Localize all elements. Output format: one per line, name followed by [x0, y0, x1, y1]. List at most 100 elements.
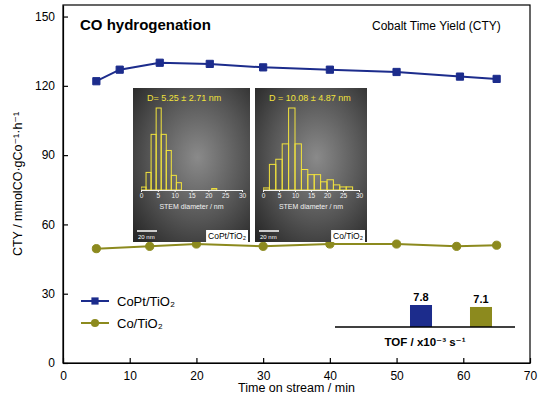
histogram-tick: 5: [278, 190, 282, 199]
histogram-tick: 15: [188, 190, 196, 199]
histogram-bar: [141, 187, 146, 190]
legend-marker: [91, 319, 99, 327]
histogram-tick-label: 15: [188, 192, 196, 199]
histogram-tick-label: 10: [292, 192, 300, 199]
histogram-tick: 10: [172, 190, 180, 199]
x-tick-mark: [196, 358, 197, 363]
series-marker: [206, 60, 213, 67]
scale-bar: [137, 230, 157, 232]
histogram-title: D= 5.25 ± 2.71 nm: [147, 93, 221, 103]
y-tick: 30: [42, 287, 68, 301]
y-tick-mark: [63, 16, 68, 17]
legend-entry: CoPt/TiO₂: [81, 294, 175, 309]
stem-inset: 051015202530STEM diameter / nmD= 5.25 ± …: [133, 88, 250, 242]
series-marker: [453, 242, 461, 250]
y-tick-mark: [63, 155, 68, 156]
chart-title: CO hydrogenation: [80, 16, 211, 33]
y-tick: 150: [35, 10, 68, 24]
histogram-tick-label: 30: [239, 192, 247, 199]
histogram-bar: [181, 190, 186, 191]
chart-svg: 0102030405060700306090120150Time on stre…: [0, 0, 550, 398]
histogram-bar: [269, 164, 275, 190]
histogram-tick: 5: [157, 190, 161, 199]
stem-inset: 051015202530STEM diameter / nmD = 10.08 …: [255, 88, 367, 242]
x-tick: 30: [257, 358, 271, 383]
histogram-tick: 25: [340, 190, 348, 199]
series-marker: [393, 240, 401, 248]
legend-marker: [91, 297, 98, 304]
scale-bar-label: 20 nm: [138, 234, 155, 240]
y-tick-mark: [63, 224, 68, 225]
series-marker: [146, 242, 154, 250]
tof-baseline: [335, 326, 515, 328]
histogram-tick-label: 5: [157, 192, 161, 199]
histogram-bars: [263, 108, 353, 190]
x-tick-mark: [263, 358, 264, 363]
histogram-bars: [141, 108, 217, 190]
x-tick-mark: [330, 358, 331, 363]
tof-title: TOF / x10⁻³ s⁻¹: [385, 336, 466, 348]
sample-label: Co/TiO₂: [333, 231, 363, 241]
histogram-bar: [301, 170, 307, 191]
histogram-tick: 0: [262, 190, 266, 199]
series-marker: [393, 68, 400, 75]
legend-entry: Co/TiO₂: [81, 316, 163, 331]
series-marker: [493, 241, 501, 249]
y-tick-label: 60: [42, 218, 56, 232]
y-tick: 120: [35, 79, 68, 93]
series-marker: [156, 59, 163, 66]
x-tick: 60: [457, 358, 471, 383]
histogram-bar: [289, 108, 295, 190]
histogram-tick: 30: [356, 190, 364, 199]
histogram-tick: 15: [308, 190, 316, 199]
sample-label-box: [331, 230, 365, 242]
x-tick-label: 60: [457, 369, 471, 383]
x-tick: 10: [124, 358, 138, 383]
series-marker: [493, 75, 500, 82]
y-tick-mark: [63, 294, 68, 295]
y-tick-label: 150: [35, 10, 55, 24]
x-tick-label: 50: [390, 369, 404, 383]
x-tick-mark: [463, 358, 464, 363]
histogram-tick-label: 30: [356, 192, 364, 199]
histogram-bar: [340, 187, 346, 190]
histogram-bar: [282, 144, 288, 190]
x-tick: 70: [524, 358, 538, 383]
y-axis-title: CTY / mmolCO·gCo⁻¹·h⁻¹: [11, 112, 25, 256]
x-tick: 40: [324, 358, 338, 383]
histogram-x-title: STEM diameter / nm: [279, 203, 343, 210]
tof-data-label: 7.8: [413, 291, 428, 303]
scale-bar: [259, 230, 279, 232]
histogram-bar: [263, 188, 269, 190]
histogram-x-axis: 051015202530: [262, 190, 364, 199]
histogram-bar: [327, 180, 333, 190]
histogram-tick: 10: [292, 190, 300, 199]
legend-label: Co/TiO₂: [117, 316, 163, 331]
y-tick-mark: [63, 363, 68, 364]
plot-area: [92, 59, 500, 253]
y-tick-label: 120: [35, 79, 55, 93]
histogram-tick: 0: [140, 190, 144, 199]
tof-bar: [470, 307, 492, 327]
histogram-tick-label: 0: [262, 192, 266, 199]
legend: CoPt/TiO₂ Co/TiO₂: [81, 294, 175, 331]
x-tick-label: 70: [524, 369, 538, 383]
histogram-title: D = 10.08 ± 4.87 nm: [269, 93, 351, 103]
histogram-bar: [146, 172, 151, 190]
histogram-bar: [314, 175, 320, 190]
series-marker: [116, 66, 123, 73]
y-tick: 60: [42, 218, 68, 232]
x-tick: 20: [190, 358, 204, 383]
x-tick-mark: [396, 358, 397, 363]
histogram-tick-label: 20: [205, 192, 213, 199]
histogram-bar: [333, 185, 339, 190]
histogram-bar: [308, 175, 314, 190]
series-marker: [326, 66, 333, 73]
x-tick-label: 10: [124, 369, 138, 383]
x-tick-label: 0: [60, 369, 67, 383]
y-tick-mark: [63, 86, 68, 87]
x-tick-mark: [130, 358, 131, 363]
histogram-tick-label: 25: [340, 192, 348, 199]
histogram-bar: [346, 187, 352, 190]
histogram-bar: [171, 175, 176, 190]
